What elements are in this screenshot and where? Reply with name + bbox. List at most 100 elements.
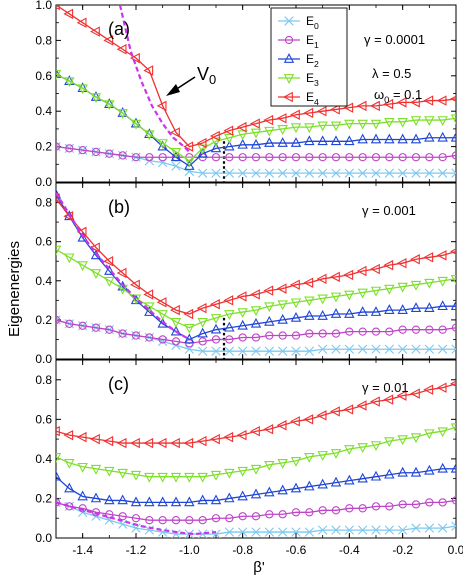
series-line (56, 5, 456, 148)
x-axis-label: β' (253, 559, 265, 576)
data-point (65, 144, 74, 153)
data-point (423, 384, 434, 395)
x-tick-label: -0.2 (392, 543, 413, 557)
data-point (451, 521, 456, 531)
data-point (370, 100, 380, 112)
v0-dashed-curve (56, 501, 217, 536)
data-point (198, 337, 207, 346)
data-point (224, 468, 235, 479)
data-point (370, 119, 382, 130)
data-point (197, 346, 208, 356)
data-point (157, 472, 168, 483)
data-point (263, 424, 274, 435)
data-point (118, 329, 127, 338)
data-point (277, 137, 288, 147)
data-point (437, 462, 448, 473)
data-point (197, 327, 208, 338)
series-line (56, 499, 456, 521)
data-point (237, 346, 248, 356)
data-point (250, 425, 260, 437)
data-point (397, 525, 408, 535)
data-point (371, 327, 381, 336)
data-point (385, 327, 394, 336)
data-point (317, 525, 328, 535)
data-point (237, 466, 248, 477)
data-point (331, 344, 341, 354)
data-point (90, 242, 100, 253)
data-point (304, 527, 315, 537)
data-point (196, 137, 207, 149)
data-point (317, 478, 328, 489)
data-point (317, 121, 328, 132)
data-point (157, 496, 168, 507)
data-point (424, 278, 435, 289)
data-point (384, 344, 395, 354)
data-point (318, 329, 327, 338)
x-tick-label: -1.0 (179, 543, 200, 557)
gamma-label: γ = 0.001 (362, 203, 416, 218)
data-point (384, 304, 395, 314)
data-point (264, 486, 275, 497)
data-point (56, 68, 62, 78)
data-point (316, 105, 327, 117)
data-point (370, 306, 382, 316)
data-point (437, 116, 448, 127)
data-point (210, 130, 220, 142)
data-point (170, 437, 180, 449)
data-point (411, 153, 421, 162)
y-axis-label: Eigenenergies (6, 241, 23, 337)
data-point (130, 119, 142, 130)
data-point (130, 279, 140, 290)
data-point (263, 285, 274, 296)
data-point (237, 319, 248, 330)
data-point (251, 153, 261, 162)
data-point (437, 168, 448, 178)
series-line (56, 501, 456, 535)
data-point (105, 149, 114, 158)
data-point (210, 314, 222, 324)
data-point (330, 104, 340, 115)
data-point (343, 102, 354, 113)
panel-c: 0.0 0.2 0.4 0.6 0.8 -1.4 -1.2 -1.0 -0.8 -0.6 -0.4 -… (35, 359, 463, 557)
data-point (370, 441, 382, 452)
data-point (251, 527, 261, 537)
data-point (145, 516, 154, 525)
legend-label: E1 (306, 33, 319, 50)
data-point (265, 153, 274, 162)
data-point (237, 168, 248, 178)
data-point (330, 308, 342, 318)
data-point (344, 290, 355, 301)
data-point (450, 131, 456, 142)
data-point (131, 514, 141, 523)
data-point (90, 93, 102, 104)
data-point (423, 252, 434, 263)
series-line (56, 248, 456, 329)
data-point (211, 529, 221, 538)
data-point (304, 453, 315, 463)
data-point (250, 488, 262, 499)
data-point (264, 302, 275, 313)
data-point (424, 131, 435, 142)
data-point (450, 423, 456, 434)
data-point (357, 288, 368, 299)
legend-label: E0 (306, 14, 319, 31)
data-point (318, 506, 327, 515)
data-point (424, 523, 435, 533)
data-point (183, 437, 194, 449)
data-point (56, 5, 60, 11)
series-E0 (56, 315, 456, 356)
data-point (184, 156, 195, 167)
y-tick-label: 0.4 (35, 104, 52, 118)
y-tick-label: 0.8 (35, 373, 52, 387)
data-point (91, 508, 101, 517)
data-point (424, 464, 435, 475)
x-tick-label: -1.4 (72, 543, 93, 557)
data-point (357, 133, 368, 144)
data-point (357, 472, 368, 483)
data-point (143, 289, 154, 300)
data-point (291, 168, 301, 178)
data-point (358, 153, 367, 162)
data-point (171, 161, 181, 171)
data-point (424, 168, 435, 178)
x-tick-label: -0.6 (286, 543, 307, 557)
